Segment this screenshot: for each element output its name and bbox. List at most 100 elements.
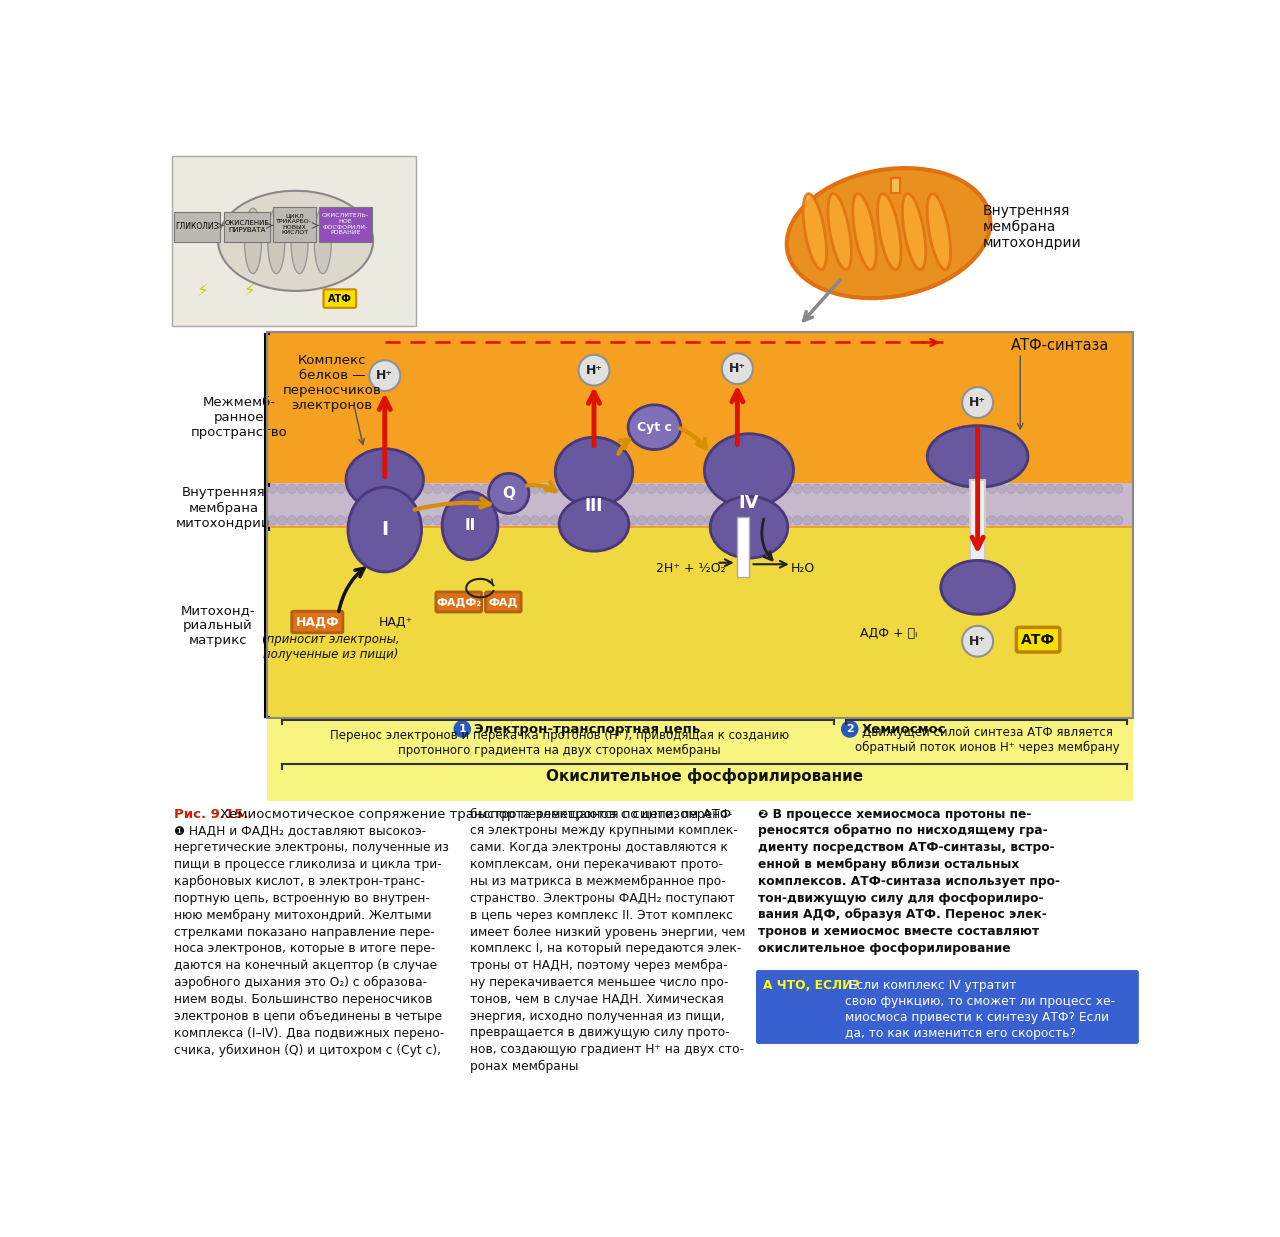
- Circle shape: [1036, 484, 1046, 494]
- FancyBboxPatch shape: [485, 593, 521, 612]
- Circle shape: [754, 484, 763, 494]
- Ellipse shape: [244, 208, 261, 273]
- Ellipse shape: [704, 434, 794, 507]
- FancyBboxPatch shape: [736, 517, 749, 576]
- Text: Q: Q: [502, 486, 516, 501]
- Circle shape: [832, 516, 841, 524]
- Circle shape: [987, 516, 997, 524]
- Circle shape: [521, 484, 530, 494]
- Circle shape: [424, 516, 433, 524]
- FancyBboxPatch shape: [891, 178, 900, 193]
- FancyBboxPatch shape: [268, 528, 1133, 719]
- Circle shape: [1084, 516, 1093, 524]
- Circle shape: [1065, 484, 1074, 494]
- Circle shape: [963, 387, 993, 418]
- Circle shape: [570, 484, 579, 494]
- Ellipse shape: [804, 194, 827, 270]
- Circle shape: [997, 484, 1006, 494]
- Circle shape: [1094, 516, 1103, 524]
- Circle shape: [335, 516, 346, 524]
- Circle shape: [657, 484, 666, 494]
- Circle shape: [987, 484, 997, 494]
- Circle shape: [316, 516, 325, 524]
- Circle shape: [608, 484, 617, 494]
- Circle shape: [394, 484, 403, 494]
- Circle shape: [822, 516, 831, 524]
- Text: Межмемб-
ранное
пространство: Межмемб- ранное пространство: [191, 396, 288, 439]
- Ellipse shape: [710, 496, 787, 558]
- Ellipse shape: [556, 437, 632, 506]
- Circle shape: [375, 484, 384, 494]
- Circle shape: [724, 484, 733, 494]
- Text: ⚡: ⚡: [243, 282, 255, 299]
- Circle shape: [957, 516, 968, 524]
- Circle shape: [365, 484, 374, 494]
- Circle shape: [492, 484, 500, 494]
- Circle shape: [841, 516, 851, 524]
- Text: ФАДФ₂: ФАДФ₂: [436, 597, 481, 607]
- Circle shape: [598, 484, 608, 494]
- Circle shape: [744, 516, 754, 524]
- Circle shape: [433, 484, 443, 494]
- Circle shape: [861, 484, 870, 494]
- Circle shape: [356, 516, 365, 524]
- Circle shape: [832, 484, 841, 494]
- Text: Если комплекс IV утратит
свою функцию, то сможет ли процесс хе-
миосмоса привест: Если комплекс IV утратит свою функцию, т…: [845, 978, 1115, 1039]
- Circle shape: [667, 484, 676, 494]
- Circle shape: [1055, 516, 1065, 524]
- Text: АДФ + ⓟᵢ: АДФ + ⓟᵢ: [860, 627, 918, 640]
- Text: H₂O: H₂O: [791, 562, 815, 575]
- Circle shape: [1114, 484, 1123, 494]
- Circle shape: [549, 516, 559, 524]
- Text: H⁺: H⁺: [728, 362, 746, 375]
- Circle shape: [792, 484, 803, 494]
- Ellipse shape: [927, 194, 951, 270]
- Ellipse shape: [442, 492, 498, 559]
- Circle shape: [764, 484, 773, 494]
- Text: ОКИСЛИТЕЛЬ-
НОЕ
ФОСФОРИЛИ-
РОВАНИЕ: ОКИСЛИТЕЛЬ- НОЕ ФОСФОРИЛИ- РОВАНИЕ: [321, 213, 369, 235]
- Circle shape: [1103, 484, 1114, 494]
- Circle shape: [424, 484, 433, 494]
- Circle shape: [443, 516, 452, 524]
- Text: H⁺: H⁺: [585, 364, 603, 377]
- Text: А ЧТО, ЕСЛИ?: А ЧТО, ЕСЛИ?: [763, 978, 859, 992]
- Circle shape: [570, 516, 579, 524]
- Text: ГЛИКОЛИЗ: ГЛИКОЛИЗ: [175, 223, 219, 231]
- Text: ФАД: ФАД: [489, 597, 518, 607]
- Circle shape: [326, 484, 335, 494]
- Circle shape: [549, 484, 559, 494]
- Circle shape: [997, 516, 1006, 524]
- Text: 2: 2: [846, 724, 854, 734]
- FancyBboxPatch shape: [268, 332, 1133, 528]
- Text: НАД⁺: НАД⁺: [379, 616, 413, 628]
- Circle shape: [287, 484, 297, 494]
- Circle shape: [948, 516, 957, 524]
- FancyBboxPatch shape: [1016, 627, 1060, 652]
- Circle shape: [686, 484, 695, 494]
- Circle shape: [384, 516, 394, 524]
- Circle shape: [384, 484, 394, 494]
- Circle shape: [608, 516, 617, 524]
- Circle shape: [783, 484, 792, 494]
- Circle shape: [530, 484, 540, 494]
- Text: (приносит электроны,
полученные из пищи): (приносит электроны, полученные из пищи): [261, 633, 399, 662]
- Text: Комплекс
белков —
переносчиков
электронов: Комплекс белков — переносчиков электроно…: [283, 354, 381, 412]
- Circle shape: [433, 516, 443, 524]
- FancyBboxPatch shape: [224, 213, 270, 241]
- Text: IV: IV: [739, 494, 759, 512]
- Ellipse shape: [348, 487, 421, 571]
- Circle shape: [716, 516, 724, 524]
- Text: ЦИКЛ
ТРИКАРБО-
НОВЫХ
КИСЛОТ: ЦИКЛ ТРИКАРБО- НОВЫХ КИСЛОТ: [276, 213, 312, 235]
- Circle shape: [881, 484, 890, 494]
- Circle shape: [646, 484, 657, 494]
- Circle shape: [744, 484, 754, 494]
- Circle shape: [773, 516, 782, 524]
- FancyBboxPatch shape: [324, 289, 356, 308]
- Circle shape: [948, 484, 957, 494]
- Circle shape: [637, 516, 646, 524]
- Circle shape: [307, 516, 316, 524]
- FancyBboxPatch shape: [174, 213, 220, 241]
- Circle shape: [1055, 484, 1065, 494]
- Circle shape: [589, 516, 598, 524]
- Circle shape: [1094, 484, 1103, 494]
